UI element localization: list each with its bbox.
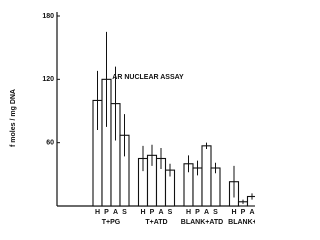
bar-letter: S	[122, 209, 127, 216]
group-label: T+PG	[102, 219, 121, 226]
y-axis-label: f moles / mg DNA	[10, 89, 17, 147]
group-label: BLANK+ATD	[181, 219, 223, 226]
group-label: T+ATD	[145, 219, 167, 226]
bar-letter: H	[231, 209, 236, 216]
bar-letter: S	[213, 209, 218, 216]
chart: AR NUCLEAR ASSAY f moles / mg DNA 60 120 1…	[9, 12, 255, 226]
y-tick-label: 180	[42, 13, 54, 20]
bar-letter: P	[104, 209, 109, 216]
bar-letter: A	[249, 209, 254, 216]
y-tick-label: 120	[42, 76, 54, 83]
bar-letter: S	[168, 209, 173, 216]
bar-letter: H	[95, 209, 100, 216]
bar-letter: A	[204, 209, 209, 216]
bar	[246, 195, 255, 207]
bar-letter: P	[241, 209, 246, 216]
chart-title: AR NUCLEAR ASSAY	[112, 74, 184, 81]
bar-letter: H	[140, 209, 145, 216]
bar-letter: H	[186, 209, 191, 216]
bar	[210, 167, 221, 207]
bar-letter: P	[195, 209, 200, 216]
bar-letter: A	[113, 209, 118, 216]
group-label: BLANK+PG	[228, 219, 255, 226]
bar-letter: P	[150, 209, 155, 216]
y-tick-label: 60	[46, 140, 54, 147]
bar-letter: A	[158, 209, 163, 216]
bar	[201, 145, 212, 207]
